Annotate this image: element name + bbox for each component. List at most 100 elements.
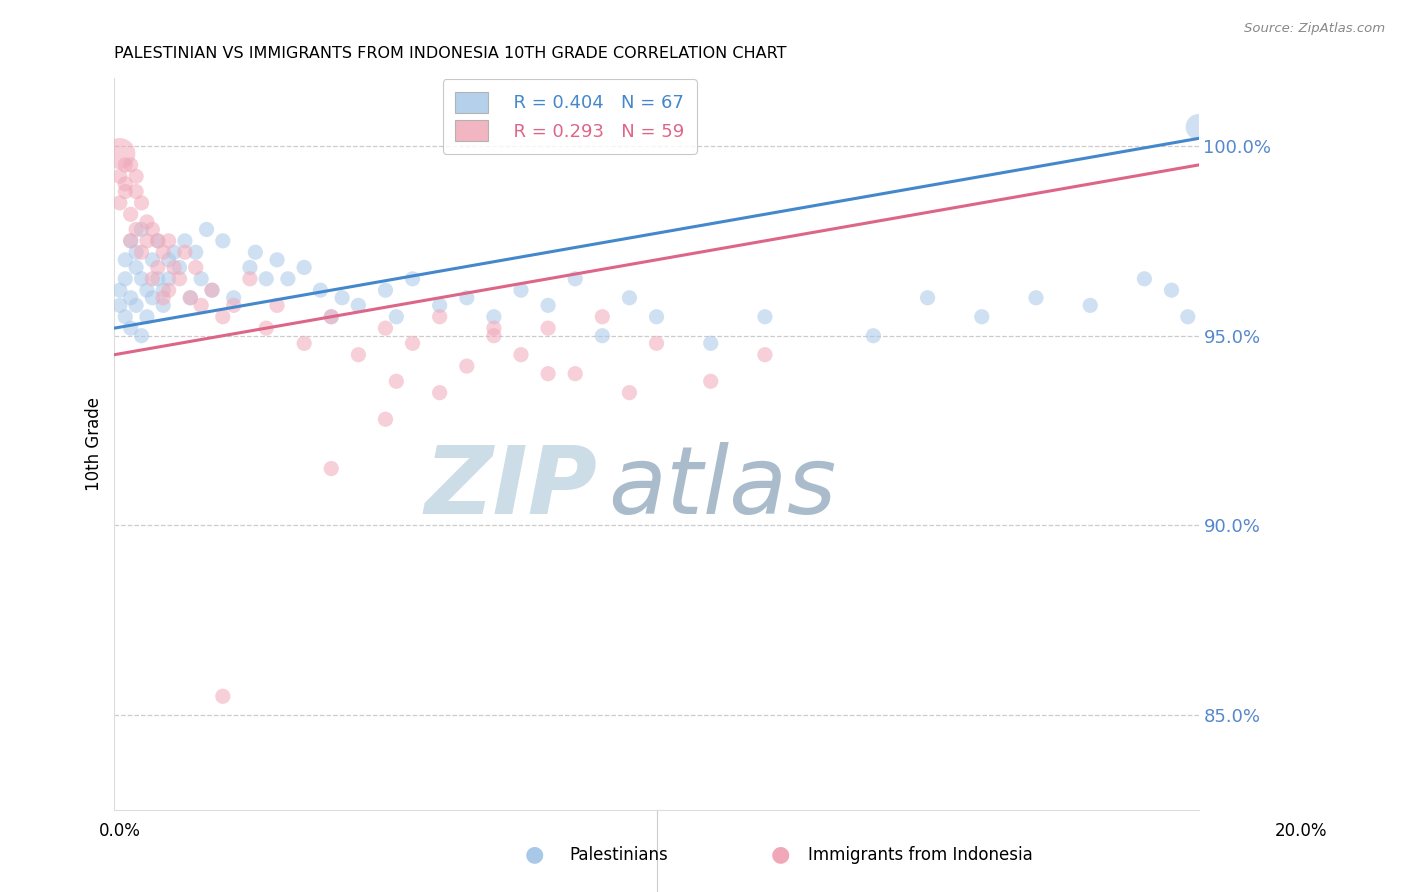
Point	[152, 298, 174, 312]
Point	[169, 272, 191, 286]
Point	[136, 234, 159, 248]
Point	[619, 385, 641, 400]
Point	[195, 222, 218, 236]
Point	[222, 291, 245, 305]
Point	[211, 310, 233, 324]
Point	[152, 291, 174, 305]
Point	[120, 158, 142, 172]
Point	[699, 374, 721, 388]
Point	[564, 272, 586, 286]
Point	[125, 260, 148, 275]
Legend:   R = 0.404   N = 67,   R = 0.293   N = 59: R = 0.404 N = 67, R = 0.293 N = 59	[443, 79, 697, 153]
Text: Immigrants from Indonesia: Immigrants from Indonesia	[808, 846, 1033, 863]
Point	[619, 291, 641, 305]
Point	[114, 310, 136, 324]
Text: atlas: atlas	[607, 442, 837, 533]
Point	[645, 310, 668, 324]
Text: ●: ●	[770, 845, 790, 864]
Point	[141, 252, 163, 267]
Point	[245, 245, 267, 260]
Point	[152, 245, 174, 260]
Point	[429, 385, 451, 400]
Point	[152, 283, 174, 297]
Point	[190, 298, 212, 312]
Point	[292, 260, 315, 275]
Point	[321, 310, 343, 324]
Point	[754, 310, 776, 324]
Text: Palestinians: Palestinians	[569, 846, 668, 863]
Point	[201, 283, 224, 297]
Point	[347, 348, 370, 362]
Point	[374, 412, 396, 426]
Point	[173, 245, 195, 260]
Point	[211, 234, 233, 248]
Point	[108, 195, 131, 210]
Point	[146, 260, 169, 275]
Point	[163, 245, 186, 260]
Point	[401, 272, 423, 286]
Point	[120, 234, 142, 248]
Point	[266, 298, 288, 312]
Point	[482, 321, 505, 335]
Point	[374, 283, 396, 297]
Point	[131, 195, 153, 210]
Y-axis label: 10th Grade: 10th Grade	[86, 397, 103, 491]
Point	[157, 234, 180, 248]
Point	[169, 260, 191, 275]
Point	[108, 169, 131, 184]
Point	[321, 310, 343, 324]
Point	[146, 234, 169, 248]
Point	[254, 272, 277, 286]
Point	[141, 222, 163, 236]
Point	[120, 321, 142, 335]
Point	[108, 146, 131, 161]
Point	[917, 291, 939, 305]
Point	[125, 169, 148, 184]
Point	[537, 321, 560, 335]
Point	[862, 328, 884, 343]
Point	[141, 272, 163, 286]
Point	[131, 222, 153, 236]
Point	[136, 215, 159, 229]
Point	[970, 310, 993, 324]
Point	[456, 359, 478, 373]
Point	[1160, 283, 1182, 297]
Point	[120, 207, 142, 221]
Point	[157, 272, 180, 286]
Point	[131, 272, 153, 286]
Point	[157, 252, 180, 267]
Text: PALESTINIAN VS IMMIGRANTS FROM INDONESIA 10TH GRADE CORRELATION CHART: PALESTINIAN VS IMMIGRANTS FROM INDONESIA…	[114, 46, 787, 62]
Point	[292, 336, 315, 351]
Point	[510, 283, 533, 297]
Point	[179, 291, 201, 305]
Text: Source: ZipAtlas.com: Source: ZipAtlas.com	[1244, 22, 1385, 36]
Point	[564, 367, 586, 381]
Point	[374, 321, 396, 335]
Point	[125, 245, 148, 260]
Point	[114, 252, 136, 267]
Point	[108, 298, 131, 312]
Point	[120, 234, 142, 248]
Point	[401, 336, 423, 351]
Point	[146, 234, 169, 248]
Text: ZIP: ZIP	[425, 442, 598, 533]
Point	[125, 298, 148, 312]
Point	[591, 328, 613, 343]
Point	[429, 310, 451, 324]
Point	[482, 328, 505, 343]
Point	[309, 283, 332, 297]
Point	[173, 234, 195, 248]
Point	[190, 272, 212, 286]
Point	[131, 328, 153, 343]
Point	[1177, 310, 1199, 324]
Point	[239, 272, 262, 286]
Point	[321, 461, 343, 475]
Point	[1025, 291, 1047, 305]
Point	[136, 310, 159, 324]
Point	[184, 245, 207, 260]
Point	[108, 283, 131, 297]
Point	[131, 245, 153, 260]
Point	[114, 177, 136, 191]
Point	[754, 348, 776, 362]
Point	[184, 260, 207, 275]
